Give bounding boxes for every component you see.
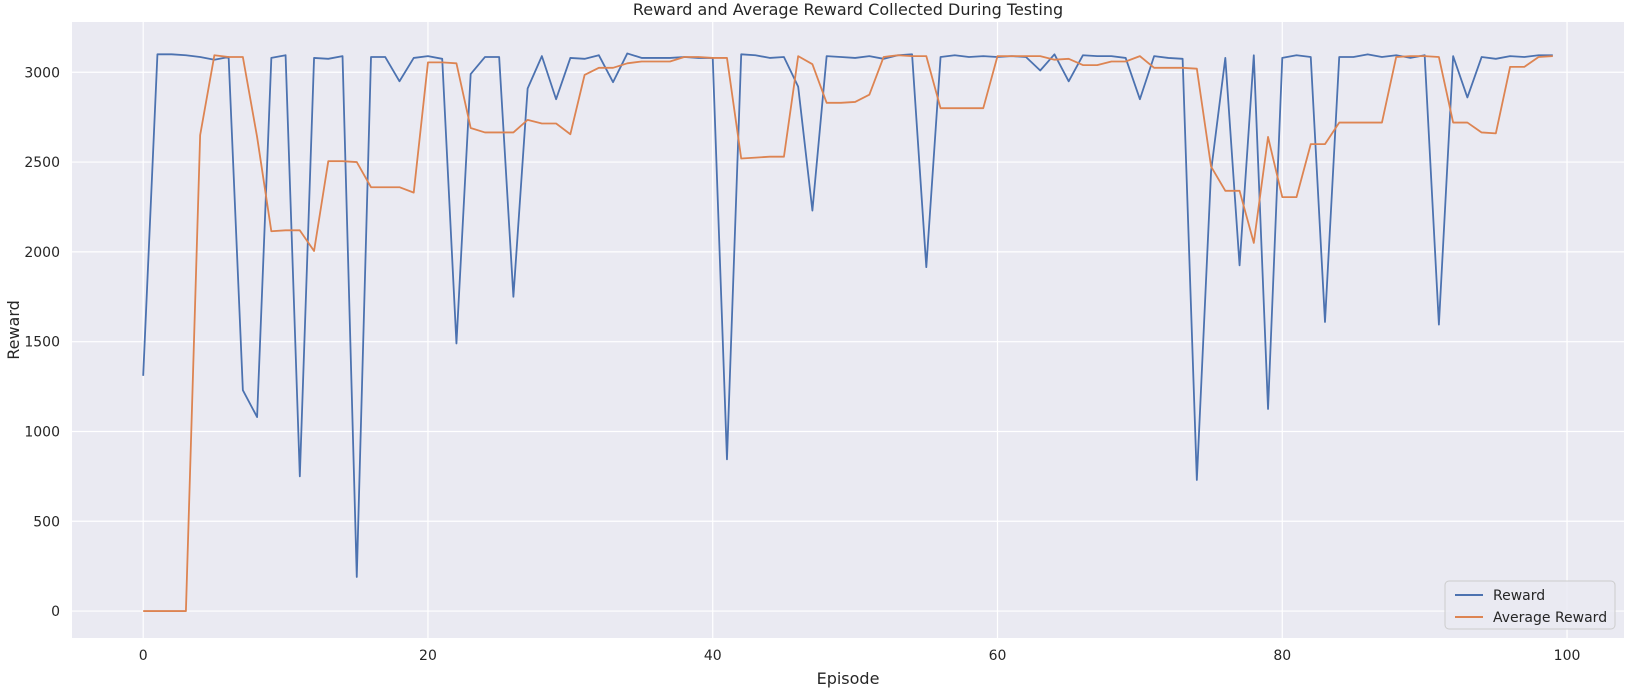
series-line-reward [142, 52, 1553, 578]
x-tick-label: 20 [419, 648, 437, 664]
y-tick-label: 0 [51, 604, 60, 620]
legend-box [1444, 580, 1616, 630]
x-tick-label: 60 [989, 648, 1007, 664]
y-tick-label: 500 [33, 514, 60, 530]
y-axis-label: Reward [4, 300, 23, 360]
legend: Reward Average Reward [1444, 580, 1616, 630]
grid [72, 22, 1624, 638]
x-tick-label: 40 [704, 648, 722, 664]
legend-label: Average Reward [1493, 610, 1607, 626]
legend-label: Reward [1493, 588, 1545, 604]
x-tick-label: 80 [1273, 648, 1291, 664]
y-tick-label: 2000 [24, 245, 60, 261]
x-axis-label: Episode [817, 669, 880, 688]
y-tick-label: 3000 [24, 65, 60, 81]
x-tick-label: 100 [1554, 648, 1581, 664]
y-axis-ticks: 0 500 1000 1500 2000 2500 3000 [24, 65, 60, 620]
series-line-average-reward [143, 54, 1553, 612]
x-tick-label: 0 [139, 648, 148, 664]
series-layer [142, 52, 1553, 612]
y-tick-label: 2500 [24, 155, 60, 171]
chart-title: Reward and Average Reward Collected Duri… [633, 0, 1063, 19]
plot-background [72, 22, 1624, 638]
x-axis-ticks: 0 20 40 60 80 100 [139, 648, 1581, 664]
y-tick-label: 1500 [24, 335, 60, 351]
y-tick-label: 1000 [24, 424, 60, 440]
